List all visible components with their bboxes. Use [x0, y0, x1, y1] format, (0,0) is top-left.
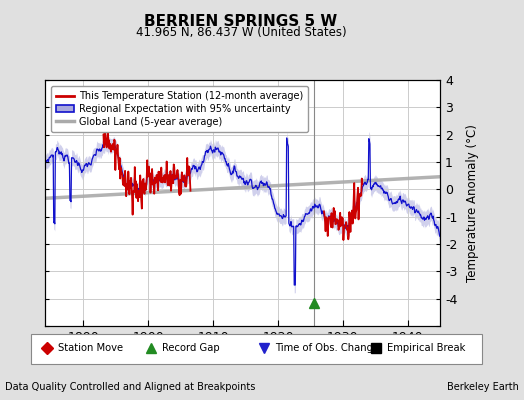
Text: Data Quality Controlled and Aligned at Breakpoints: Data Quality Controlled and Aligned at B… [5, 382, 256, 392]
Text: BERRIEN SPRINGS 5 W: BERRIEN SPRINGS 5 W [145, 14, 337, 29]
FancyBboxPatch shape [31, 334, 482, 364]
Text: Time of Obs. Change: Time of Obs. Change [275, 343, 379, 354]
Y-axis label: Temperature Anomaly (°C): Temperature Anomaly (°C) [466, 124, 479, 282]
Text: Record Gap: Record Gap [162, 343, 220, 354]
Text: 41.965 N, 86.437 W (United States): 41.965 N, 86.437 W (United States) [136, 26, 346, 39]
Legend: This Temperature Station (12-month average), Regional Expectation with 95% uncer: This Temperature Station (12-month avera… [51, 86, 308, 132]
Text: Empirical Break: Empirical Break [387, 343, 466, 354]
Text: Station Move: Station Move [59, 343, 124, 354]
Text: Berkeley Earth: Berkeley Earth [447, 382, 519, 392]
